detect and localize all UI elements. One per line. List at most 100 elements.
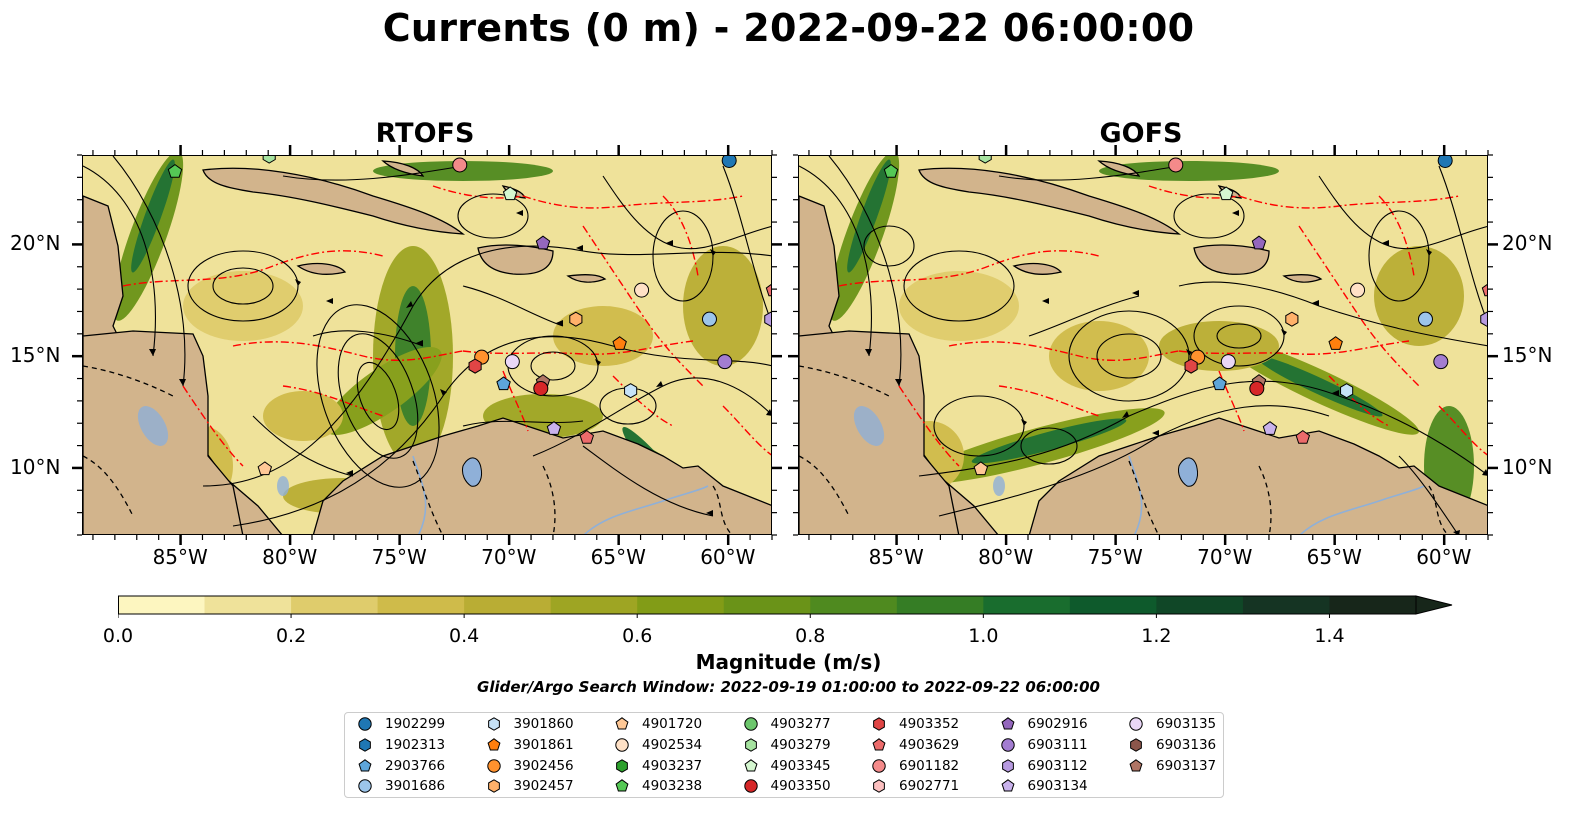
legend-item-4903629: 4903629: [871, 735, 959, 755]
legend-item-6902916: 6902916: [1000, 714, 1088, 734]
legend-item-6903135: 6903135: [1128, 714, 1216, 734]
float-marker-6903112: [1480, 311, 1487, 327]
legend-label: 6902916: [1027, 716, 1088, 732]
legend-label: 4903277: [770, 716, 831, 732]
float-marker-6902916: [1251, 235, 1267, 250]
float-marker-4903629: [1295, 430, 1311, 444]
legend-label: 6903112: [1027, 757, 1088, 774]
colorbar-tick-label: 0.8: [795, 625, 826, 647]
legend-marker-icon: [615, 738, 629, 752]
float-marker-1902299: [1437, 156, 1453, 168]
map-rtofs-canvas: [83, 156, 771, 534]
colorbar: [118, 595, 1453, 618]
float-marker-3901686: [1417, 311, 1433, 327]
legend-marker-icon: [487, 779, 500, 794]
legend-item-3902457: 3902457: [486, 776, 574, 796]
colorbar-segment: [723, 596, 811, 614]
legend-item-6902771: 6902771: [871, 776, 959, 796]
float-marker-4903345: [502, 186, 518, 201]
legend-label: 6903136: [1156, 736, 1217, 753]
legend-item-4903350: 4903350: [743, 776, 831, 796]
float-marker-4903629: [765, 283, 771, 297]
legend-item-1902313: 1902313: [357, 735, 445, 755]
lon-tick-label: 85°W: [868, 545, 924, 569]
colorbar-segment: [896, 596, 984, 614]
float-marker-3901860: [624, 383, 638, 399]
legend-marker-icon: [744, 738, 757, 752]
legend-marker-icon: [358, 717, 372, 731]
legend-label: 6902771: [899, 778, 960, 795]
float-marker-4903279: [978, 156, 992, 164]
map-gofs: [798, 155, 1488, 535]
legend-item-6903134: 6903134: [1000, 776, 1088, 796]
legend-marker-icon: [1001, 717, 1014, 730]
legend-item-4903238: 4903238: [614, 776, 702, 796]
legend-marker-icon: [743, 779, 758, 794]
figure-title: Currents (0 m) - 2022-09-22 06:00:00: [382, 6, 1195, 50]
legend-label: 3901686: [385, 778, 446, 795]
legend-label: 3901860: [513, 716, 574, 732]
float-marker-6901182: [1168, 157, 1184, 173]
legend-item-3901861: 3901861: [486, 735, 574, 755]
float-marker-3901861: [1328, 336, 1343, 350]
legend-item-1902299: 1902299: [357, 714, 445, 734]
float-marker-4903352: [468, 358, 482, 374]
float-marker-6903112: [764, 311, 771, 327]
lat-tick-label: 10°N: [1502, 454, 1553, 479]
colorbar-tick-label: 0.2: [275, 625, 307, 647]
float-marker-6903134: [1262, 421, 1278, 435]
legend-marker-icon: [873, 779, 885, 794]
legend-marker-icon: [872, 758, 886, 773]
float-markers-rtofs: [167, 156, 771, 476]
float-marker-1902299: [721, 156, 737, 168]
legend-label: 6903134: [1027, 778, 1088, 795]
legend-label: 6901182: [899, 757, 960, 774]
lat-tick-label: 20°N: [10, 231, 61, 256]
colorbar-segment: [1329, 596, 1417, 614]
panel-title-gofs: GOFS: [1099, 118, 1183, 149]
float-marker-2903766: [496, 376, 511, 391]
colorbar-segment: [1242, 596, 1330, 614]
search-window-text: Glider/Argo Search Window: 2022-09-19 01…: [477, 678, 1100, 696]
legend-label: 1902313: [385, 736, 446, 753]
colorbar-segment: [1069, 596, 1157, 614]
legend-label: 6903111: [1027, 736, 1088, 753]
lon-tick-label: 60°W: [1416, 545, 1472, 569]
lat-tick-label: 15°N: [1502, 343, 1553, 368]
legend-marker-icon: [1129, 717, 1143, 731]
float-marker-6901182: [452, 157, 468, 173]
colorbar-tick-label: 1.0: [968, 625, 999, 647]
colorbar-segment: [637, 596, 725, 614]
float-marker-4903238: [883, 164, 899, 178]
map-gofs-canvas: [799, 156, 1487, 534]
legend-item-6901182: 6901182: [871, 756, 959, 776]
legend-marker-icon: [743, 717, 758, 731]
legend-item-6903137: 6903137: [1128, 756, 1216, 776]
float-marker-6902916: [535, 235, 551, 250]
legend-item-4903237: 4903237: [614, 756, 702, 776]
lon-tick-label: 65°W: [590, 545, 646, 569]
legend-label: 1902299: [385, 716, 446, 732]
float-marker-4901720: [257, 461, 273, 476]
float-marker-6903135: [1220, 354, 1236, 370]
legend-marker-icon: [1130, 738, 1142, 752]
colorbar-segment: [1156, 596, 1244, 614]
legend-marker-icon: [1001, 758, 1014, 773]
float-marker-4902534: [634, 282, 650, 298]
float-legend: 1902299 1902313 2903766 3901686 3901860 39018…: [344, 712, 1224, 798]
float-marker-3901686: [701, 311, 717, 327]
legend-marker-icon: [358, 758, 372, 772]
legend-item-2903766: 2903766: [357, 756, 445, 776]
legend-item-6903112: 6903112: [1000, 756, 1088, 776]
legend-label: 4903237: [642, 757, 703, 774]
float-marker-3901861: [612, 336, 627, 350]
float-marker-4903238: [167, 164, 183, 178]
legend-item-4903277: 4903277: [743, 714, 831, 734]
legend-item-6903111: 6903111: [1000, 735, 1088, 755]
float-marker-4903629: [1481, 283, 1487, 297]
legend-label: 4902534: [642, 736, 703, 753]
colorbar-tick-label: 0.0: [102, 625, 134, 647]
lon-tick-label: 60°W: [700, 545, 756, 569]
legend-label: 4903279: [770, 736, 831, 753]
legend-label: 2903766: [385, 757, 446, 774]
